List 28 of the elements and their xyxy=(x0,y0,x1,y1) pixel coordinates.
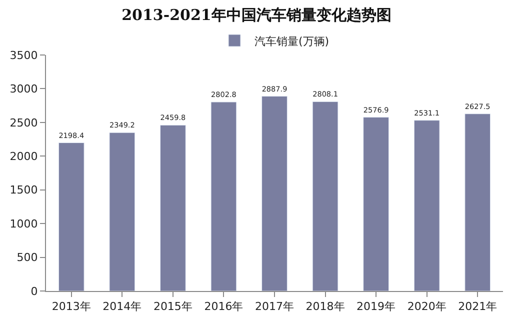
y-tick-label: 0 xyxy=(30,284,38,298)
x-tick-label: 2020年 xyxy=(407,300,446,314)
y-tick-label: 2000 xyxy=(10,150,38,163)
bar xyxy=(160,124,186,291)
y-tick-label: 1500 xyxy=(10,184,38,197)
bar xyxy=(464,114,491,291)
legend-label: 汽车销量(万辆) xyxy=(254,34,330,48)
x-tick-label: 2016年 xyxy=(204,300,244,314)
bar xyxy=(210,102,237,291)
bar xyxy=(262,96,288,291)
y-tick-label: 3000 xyxy=(10,82,38,96)
x-tick-label: 2015年 xyxy=(153,300,192,314)
bar xyxy=(312,101,338,291)
x-tick-label: 2013年 xyxy=(52,300,91,314)
x-tick-label: 2018年 xyxy=(306,300,345,314)
y-tick-label: 1000 xyxy=(10,217,38,230)
y-tick-label: 500 xyxy=(16,251,38,264)
chart-title: 2013-2021年中国汽车销量变化趋势图 xyxy=(122,6,392,24)
x-tick-label: 2019年 xyxy=(356,300,396,314)
bar xyxy=(414,120,440,291)
bar xyxy=(363,116,389,291)
x-tick-label: 2017年 xyxy=(255,300,294,314)
y-tick-label: 2500 xyxy=(10,116,38,130)
x-tick-label: 2014年 xyxy=(102,300,142,314)
x-tick-label: 2021年 xyxy=(458,300,498,314)
bar xyxy=(109,132,136,291)
bar xyxy=(58,142,84,291)
y-tick-label: 3500 xyxy=(10,48,38,62)
